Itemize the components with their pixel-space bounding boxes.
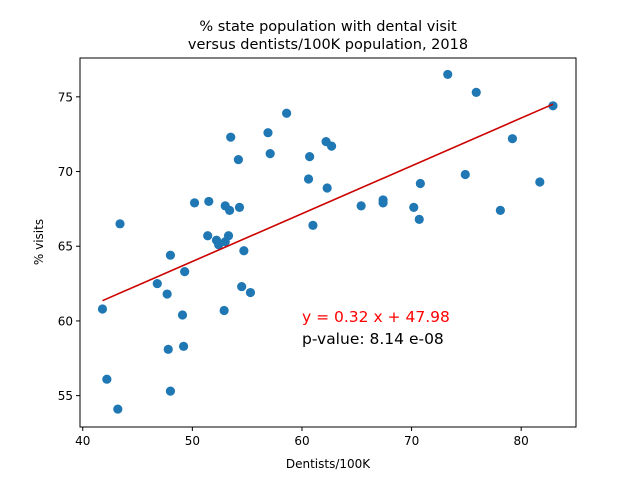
data-point bbox=[265, 149, 275, 159]
data-point bbox=[226, 132, 236, 142]
chart-title-line-2: versus dentists/100K population, 2018 bbox=[188, 37, 468, 53]
data-point bbox=[303, 174, 314, 184]
x-axis-label: Dentists/100K bbox=[286, 457, 371, 471]
data-point bbox=[237, 281, 247, 292]
data-point bbox=[165, 250, 176, 260]
data-point bbox=[178, 341, 189, 351]
data-point bbox=[163, 344, 173, 354]
chart-title-line-1: % state population with dental visit bbox=[199, 19, 457, 35]
data-point bbox=[282, 108, 292, 118]
equation-annotation: y = 0.32 x + 47.98 bbox=[302, 308, 450, 326]
data-point bbox=[180, 267, 190, 277]
data-point bbox=[471, 87, 481, 97]
data-point bbox=[443, 69, 453, 80]
pvalue-annotation: p-value: 8.14 e-08 bbox=[302, 330, 444, 348]
data-point bbox=[495, 205, 505, 215]
data-point bbox=[203, 231, 213, 241]
data-point bbox=[219, 305, 229, 316]
data-point bbox=[263, 128, 273, 138]
data-point bbox=[233, 154, 243, 165]
data-point bbox=[356, 201, 366, 211]
data-point bbox=[115, 219, 125, 229]
data-point bbox=[507, 134, 518, 144]
x-tick-label: 60 bbox=[294, 434, 309, 448]
data-point bbox=[239, 246, 249, 256]
y-tick-label: 55 bbox=[58, 389, 73, 403]
x-tick-label: 50 bbox=[185, 434, 200, 448]
y-tick-label: 65 bbox=[58, 240, 73, 254]
plot-area bbox=[97, 69, 558, 414]
data-point bbox=[548, 101, 558, 111]
x-tick-label: 80 bbox=[514, 434, 529, 448]
y-tick-label: 60 bbox=[58, 314, 73, 328]
data-point bbox=[234, 202, 245, 212]
x-tick-label: 40 bbox=[75, 434, 90, 448]
data-point bbox=[305, 151, 315, 162]
data-point bbox=[97, 304, 108, 314]
data-point bbox=[102, 374, 112, 384]
x-tick-label: 70 bbox=[404, 434, 419, 448]
data-point bbox=[162, 289, 172, 299]
data-point bbox=[245, 287, 256, 298]
data-point bbox=[308, 220, 318, 230]
data-point bbox=[415, 178, 425, 189]
data-point bbox=[378, 198, 388, 208]
data-point bbox=[322, 183, 332, 193]
data-point bbox=[225, 205, 235, 215]
data-point bbox=[152, 278, 162, 289]
y-tick-label: 75 bbox=[58, 90, 73, 104]
data-point bbox=[409, 202, 419, 212]
data-point bbox=[113, 404, 123, 414]
regression-line bbox=[102, 103, 554, 302]
data-point bbox=[165, 386, 176, 396]
y-tick-label: 70 bbox=[58, 165, 73, 179]
data-point bbox=[223, 231, 234, 241]
data-point bbox=[326, 141, 337, 151]
data-point bbox=[189, 198, 200, 208]
data-point bbox=[204, 196, 214, 207]
data-point bbox=[460, 169, 470, 180]
y-axis-label: % visits bbox=[32, 219, 46, 265]
axes-frame bbox=[79, 57, 577, 428]
data-point bbox=[414, 214, 424, 224]
data-point bbox=[177, 310, 188, 320]
data-point bbox=[535, 177, 545, 187]
